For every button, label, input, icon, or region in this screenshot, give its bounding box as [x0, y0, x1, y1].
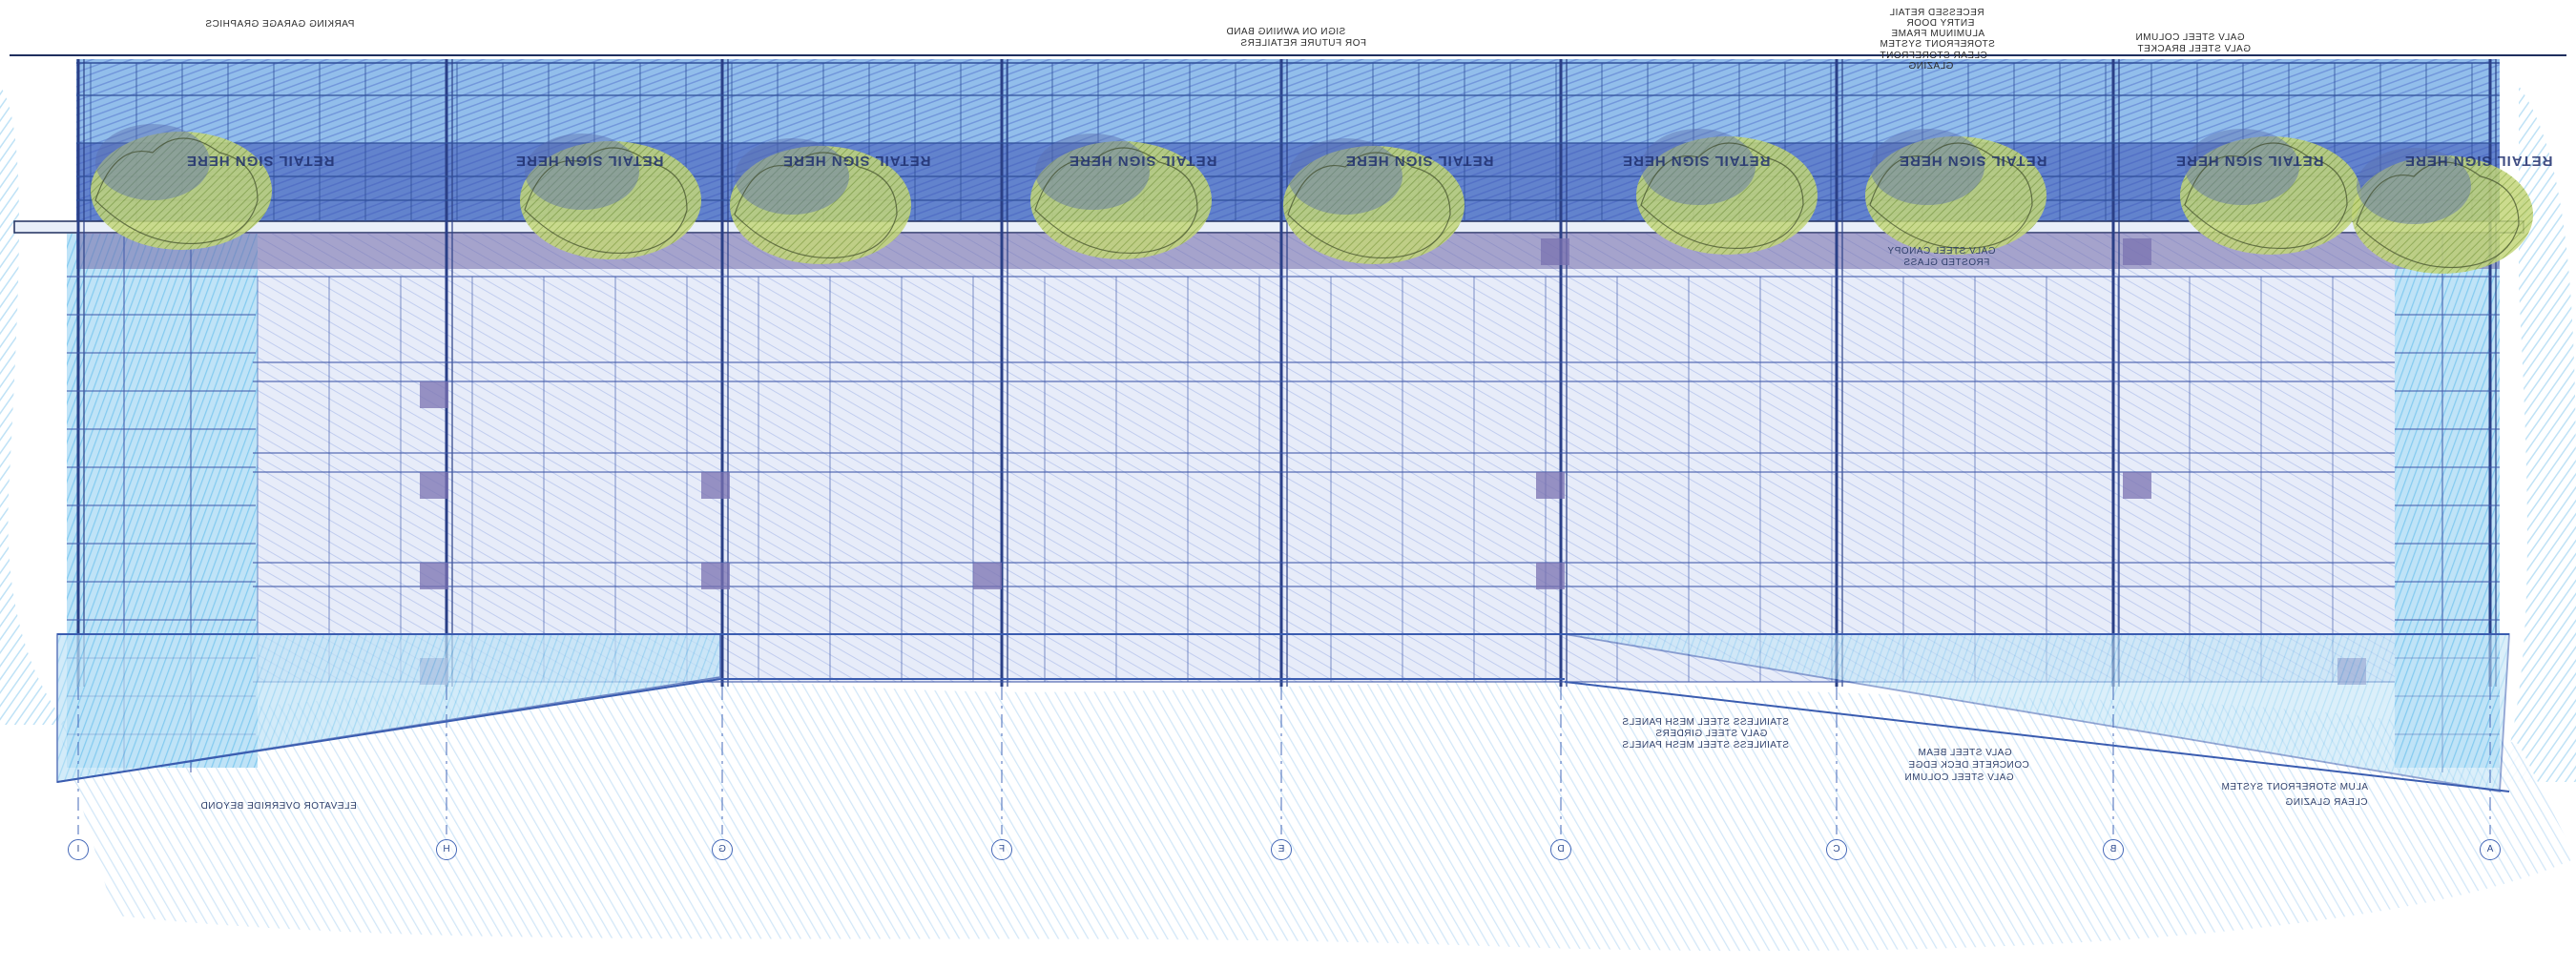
spandrel-panel: [2123, 472, 2151, 499]
note-clear-storefront: CLEAR STOREFRONT: [1880, 51, 1987, 61]
grid-bubble-label: H: [443, 844, 450, 854]
sky-wash-left: [0, 86, 67, 725]
grid-bubble: B: [2103, 839, 2124, 860]
retail-sign: RETAIL SIGN HERE: [1622, 153, 1771, 169]
grid-bubble: A: [2480, 839, 2501, 860]
grid-bubble-label: G: [718, 844, 726, 854]
tree: [1865, 129, 2046, 255]
spandrel-panel: [420, 563, 448, 589]
grid-bubble-label: F: [998, 844, 1006, 854]
retail-sign: RETAIL SIGN HERE: [186, 153, 335, 169]
sky-wash-right: [2500, 86, 2576, 782]
grid-bubble-label: D: [1557, 844, 1565, 854]
grid-bubble: H: [436, 839, 457, 860]
tree: [2180, 129, 2361, 255]
note-entry-door: ENTRY DOOR: [1906, 18, 1975, 29]
note-clear-glazing: CLEAR GLAZING: [2285, 797, 2368, 808]
retail-sign: RETAIL SIGN HERE: [1345, 153, 1494, 169]
note-alum-storefront: ALUM STOREFRONT SYSTEM: [2221, 782, 2368, 792]
tree: [730, 138, 911, 264]
retail-sign: RETAIL SIGN HERE: [2175, 153, 2324, 169]
tree: [2352, 148, 2533, 274]
spandrel-panel: [701, 563, 730, 589]
note-galv-column-top: GALV STEEL COLUMN: [2135, 32, 2245, 43]
grid-bubble-label: I: [76, 844, 80, 854]
note-galv-bracket: GALV STEEL BRACKET: [2137, 44, 2252, 54]
canopy-beam: [13, 220, 2524, 234]
retail-sign: RETAIL SIGN HERE: [1069, 153, 1217, 169]
retail-sign: RETAIL SIGN HERE: [782, 153, 931, 169]
grid-bubble-label: B: [2109, 844, 2117, 854]
note-aluminum-frame: ALUMINUM FRAME: [1891, 29, 1985, 39]
grid-bubble: F: [991, 839, 1012, 860]
tree-canopies: [91, 124, 2533, 274]
tree: [520, 134, 701, 259]
note-glazing: GLAZING: [1908, 61, 1954, 72]
grid-bubble-label: E: [1278, 844, 1285, 854]
note-galv-girders: GALV STEEL GIRDERS: [1655, 729, 1768, 739]
note-concrete-deck: CONCRETE DECK EDGE: [1908, 760, 2029, 771]
note-frosted-glass: FROSTED GLASS: [1903, 257, 1990, 268]
note-storefront-system: STOREFRONT SYSTEM: [1880, 39, 1995, 50]
tree: [1283, 138, 1465, 264]
grid-bubble: C: [1826, 839, 1847, 860]
spandrel-panel: [1536, 472, 1565, 499]
grid-bubble: I: [68, 839, 89, 860]
note-sign-awning: SIGN ON AWNING BAND: [1226, 27, 1346, 37]
tree: [91, 124, 272, 250]
retail-sign: RETAIL SIGN HERE: [2404, 153, 2553, 169]
note-elevator-override: ELEVATOR OVERRIDE BEYOND: [200, 801, 357, 812]
note-galv-column: GALV STEEL COLUMN: [1904, 772, 2014, 783]
grid-bubble: G: [712, 839, 733, 860]
retail-sign: RETAIL SIGN HERE: [1899, 153, 2047, 169]
spandrel-panel: [2123, 238, 2151, 265]
grid-bubble-label: C: [1833, 844, 1840, 854]
spandrel-panel: [701, 472, 730, 499]
lower-glazing: [253, 234, 2395, 682]
grid-bubble-label: A: [2486, 844, 2494, 854]
spandrel-panel: [1536, 563, 1565, 589]
note-recessed-retail: RECESSED RETAIL: [1889, 8, 1984, 18]
grid-bubble: E: [1271, 839, 1292, 860]
ground-wash: [57, 681, 2576, 952]
column-grid-lines: [77, 687, 2491, 834]
note-mesh-1: STAINLESS STEEL MESH PANELS: [1622, 717, 1790, 728]
note-galv-canopy: GALV STEEL CANOPY: [1887, 246, 1996, 257]
spandrel-panel: [420, 472, 448, 499]
note-mesh-2: STAINLESS STEEL MESH PANELS: [1622, 740, 1790, 751]
note-parking-graphics: PARKING GARAGE GRAPHICS: [205, 19, 355, 30]
tree: [1636, 129, 1818, 255]
spandrel-panel: [1541, 238, 1569, 265]
grid-bubble: D: [1550, 839, 1571, 860]
retail-sign: RETAIL SIGN HERE: [515, 153, 664, 169]
tree: [1030, 134, 1212, 259]
note-galv-beam: GALV STEEL BEAM: [1918, 748, 2012, 758]
spandrel-panel: [420, 381, 448, 408]
note-future-retailers: FOR FUTURE RETAILERS: [1240, 38, 1367, 49]
spandrel-panel: [973, 563, 1002, 589]
